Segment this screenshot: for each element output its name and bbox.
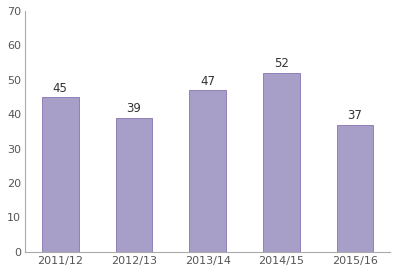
Bar [337,124,374,252]
Text: 37: 37 [348,109,362,122]
Bar [42,97,79,252]
Text: 47: 47 [200,75,215,88]
Bar [189,90,226,252]
Bar [263,73,300,252]
Text: 45: 45 [53,82,67,94]
Text: 52: 52 [274,58,289,70]
Text: 39: 39 [127,102,141,115]
Bar [116,118,152,252]
